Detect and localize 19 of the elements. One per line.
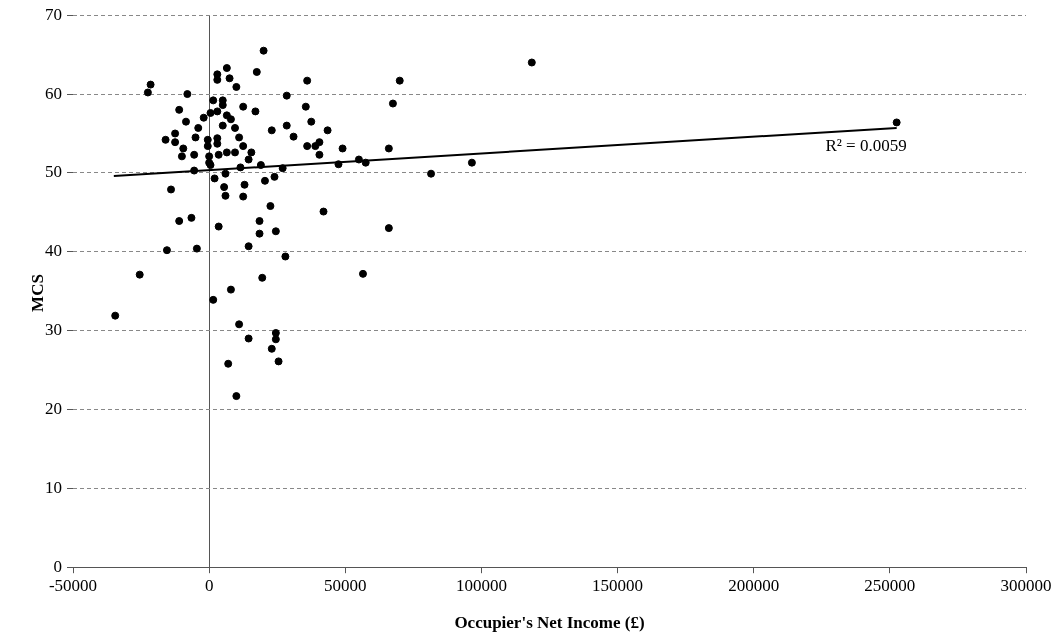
y-tick-label: 70	[45, 4, 62, 24]
x-tick-label: 200000	[728, 575, 780, 595]
x-tick-label: 300000	[1000, 575, 1052, 595]
x-tick-label: 100000	[455, 575, 507, 595]
x-tick-label: 250000	[864, 575, 916, 595]
y-tick-label: 40	[45, 241, 62, 261]
x-tick-label: 150000	[592, 575, 644, 595]
annotation: R² = 0.0059	[825, 135, 907, 155]
y-tick-label: 30	[45, 320, 62, 340]
x-tick-label: -50000	[48, 575, 98, 595]
x-axis-title: Occupier's Net Income (£)	[454, 613, 645, 633]
y-tick-label: 60	[45, 83, 62, 103]
y-tick-label: 50	[45, 162, 62, 182]
y-tick-label: 0	[53, 556, 62, 576]
x-tick-label: 50000	[324, 575, 367, 595]
y-axis-title: MCS	[28, 274, 47, 312]
x-tick-label: 0	[204, 575, 214, 595]
y-tick-label: 20	[45, 398, 62, 418]
y-tick-label: 10	[45, 477, 62, 497]
